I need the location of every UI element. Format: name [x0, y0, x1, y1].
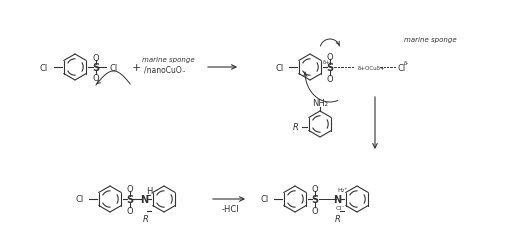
Text: Cl: Cl — [40, 63, 48, 72]
Text: O: O — [312, 184, 318, 193]
Text: O: O — [93, 73, 99, 82]
Text: O: O — [93, 53, 99, 62]
Text: Cl⁻: Cl⁻ — [335, 206, 345, 211]
Text: ··: ·· — [181, 69, 185, 75]
Text: Cl: Cl — [109, 63, 117, 72]
Text: NH₂: NH₂ — [312, 98, 328, 107]
Text: Cl: Cl — [276, 63, 284, 72]
Text: S: S — [93, 63, 99, 73]
Text: -HCl: -HCl — [221, 205, 239, 214]
Text: δ+OCuδ+: δ+OCuδ+ — [358, 65, 386, 70]
Text: N: N — [140, 194, 148, 204]
Text: Cl: Cl — [398, 63, 406, 72]
Text: Cl: Cl — [261, 195, 269, 204]
Text: S: S — [311, 194, 318, 204]
Text: R: R — [143, 215, 149, 224]
Text: H₂⁺: H₂⁺ — [338, 188, 348, 193]
Text: R: R — [293, 123, 299, 132]
Text: Cl: Cl — [76, 195, 84, 204]
Text: /nanoCuO: /nanoCuO — [144, 65, 182, 74]
Text: H: H — [146, 187, 152, 196]
Text: marine sponge: marine sponge — [142, 57, 195, 63]
Text: O: O — [327, 52, 333, 61]
Text: O: O — [126, 184, 133, 193]
Text: R: R — [335, 215, 341, 224]
Text: δ+: δ+ — [323, 59, 331, 64]
Text: N: N — [333, 194, 341, 204]
Text: O: O — [312, 206, 318, 215]
Text: +: + — [131, 63, 141, 73]
Text: marine sponge: marine sponge — [403, 37, 456, 43]
Text: O: O — [126, 206, 133, 215]
Text: S: S — [327, 63, 333, 73]
Text: S: S — [126, 194, 134, 204]
Text: δ-: δ- — [403, 60, 409, 65]
Text: O: O — [327, 74, 333, 83]
